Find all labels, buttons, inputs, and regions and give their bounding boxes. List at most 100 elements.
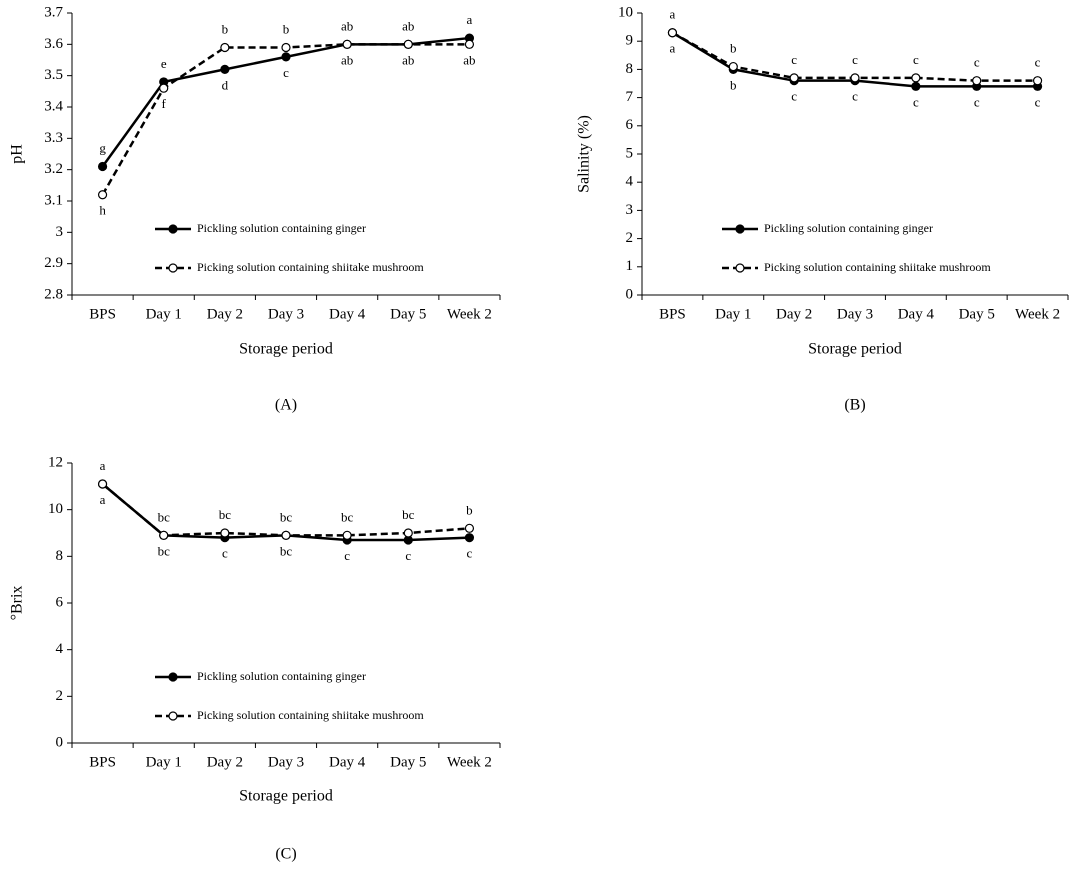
y-tick-label: 2.8 xyxy=(44,286,63,302)
x-tick-label: Day 3 xyxy=(268,306,304,322)
data-point xyxy=(159,83,169,93)
y-tick-label: 8 xyxy=(56,548,64,564)
legend-marker xyxy=(735,263,745,273)
x-tick-label: Day 4 xyxy=(329,754,366,770)
data-point xyxy=(220,42,230,53)
data-point xyxy=(342,530,352,540)
y-tick-label: 2 xyxy=(626,230,634,246)
y-tick-label: 10 xyxy=(48,501,63,517)
y-tick-label: 3.6 xyxy=(44,36,63,52)
data-point xyxy=(97,161,108,172)
data-point xyxy=(403,39,413,49)
significance-letter: b xyxy=(730,77,737,92)
significance-letter: c xyxy=(1035,55,1041,70)
significance-letter: c xyxy=(222,546,228,561)
significance-letter: bc xyxy=(402,507,415,522)
significance-letter: d xyxy=(222,77,229,92)
y-tick-label: 3.1 xyxy=(44,192,63,208)
y-tick-label: 8 xyxy=(626,61,634,77)
x-tick-label: Day 5 xyxy=(390,306,426,322)
significance-letter: c xyxy=(1035,94,1041,109)
panel-label: (A) xyxy=(275,397,297,414)
data-point xyxy=(281,42,291,53)
data-point xyxy=(911,73,921,83)
data-point xyxy=(220,64,230,75)
y-tick-label: 1 xyxy=(626,258,634,274)
x-tick-label: BPS xyxy=(89,754,116,770)
data-point xyxy=(728,61,738,72)
x-tick-label: Week 2 xyxy=(1015,306,1060,322)
significance-letter: ab xyxy=(341,18,353,33)
data-point xyxy=(342,39,352,49)
significance-letter: c xyxy=(467,546,473,561)
legend-marker xyxy=(168,224,178,234)
x-tick-label: Day 3 xyxy=(268,754,304,770)
significance-letter: a xyxy=(100,458,106,473)
significance-letter: b xyxy=(283,21,290,36)
significance-letter: a xyxy=(670,41,676,56)
y-tick-label: 4 xyxy=(56,641,64,657)
significance-letter: c xyxy=(852,89,858,104)
x-tick-label: Day 1 xyxy=(715,306,751,322)
significance-letter: c xyxy=(283,65,289,80)
panel-label: (B) xyxy=(844,397,865,414)
significance-letter: bc xyxy=(341,509,354,524)
significance-letter: bc xyxy=(219,507,232,522)
data-point xyxy=(911,81,921,91)
y-tick-label: 5 xyxy=(626,145,634,161)
y-tick-label: 4 xyxy=(626,174,634,190)
data-point xyxy=(1032,76,1043,86)
x-tick-label: Day 1 xyxy=(146,306,182,322)
y-tick-label: 3.5 xyxy=(44,67,63,83)
significance-letter: c xyxy=(974,94,980,109)
significance-letter: a xyxy=(467,12,473,27)
panel-label: (C) xyxy=(275,846,296,863)
legend-label: Pickling solution containing ginger xyxy=(197,221,366,235)
x-tick-label: Day 2 xyxy=(207,306,243,322)
legend-label: Picking solution containing shiitake mus… xyxy=(197,260,424,274)
x-tick-label: Week 2 xyxy=(447,306,492,322)
significance-letter: f xyxy=(162,96,167,111)
y-tick-label: 6 xyxy=(56,594,64,610)
y-tick-label: 2.9 xyxy=(44,255,63,271)
x-tick-label: Day 4 xyxy=(898,306,935,322)
y-tick-label: 3.2 xyxy=(44,161,63,177)
y-tick-label: 0 xyxy=(56,734,64,750)
y-axis-label: pH xyxy=(9,144,26,164)
y-tick-label: 0 xyxy=(626,286,634,302)
data-point xyxy=(281,530,291,540)
significance-letter: bc xyxy=(158,509,171,524)
significance-letter: ab xyxy=(402,52,414,67)
significance-letter: c xyxy=(405,548,411,563)
significance-letter: c xyxy=(913,52,919,67)
significance-letter: c xyxy=(791,89,797,104)
data-point xyxy=(281,52,291,62)
significance-letter: c xyxy=(913,94,919,109)
significance-letter: bc xyxy=(280,509,293,524)
y-tick-label: 9 xyxy=(626,33,634,49)
y-tick-label: 10 xyxy=(618,4,633,20)
data-point xyxy=(464,523,475,533)
y-tick-label: 3.7 xyxy=(44,4,63,20)
y-axis-label: °Brix xyxy=(9,586,26,621)
y-tick-label: 3.4 xyxy=(44,98,63,114)
data-point xyxy=(464,533,475,543)
x-tick-label: Day 2 xyxy=(207,754,243,770)
significance-letter: ab xyxy=(463,52,475,67)
data-point xyxy=(97,190,108,200)
y-tick-label: 7 xyxy=(626,89,634,105)
y-tick-label: 6 xyxy=(626,117,634,133)
x-tick-label: Day 3 xyxy=(837,306,873,322)
significance-letter: bc xyxy=(158,543,171,558)
significance-letter: bc xyxy=(280,543,293,558)
significance-letter: a xyxy=(670,7,676,22)
y-tick-label: 3 xyxy=(626,202,634,218)
legend-label: Pickling solution containing ginger xyxy=(764,221,933,235)
y-tick-label: 2 xyxy=(56,688,64,704)
significance-letter: b xyxy=(466,502,473,517)
data-point xyxy=(667,28,678,38)
significance-letter: ab xyxy=(402,18,414,33)
legend-label: Picking solution containing shiitake mus… xyxy=(197,708,424,722)
